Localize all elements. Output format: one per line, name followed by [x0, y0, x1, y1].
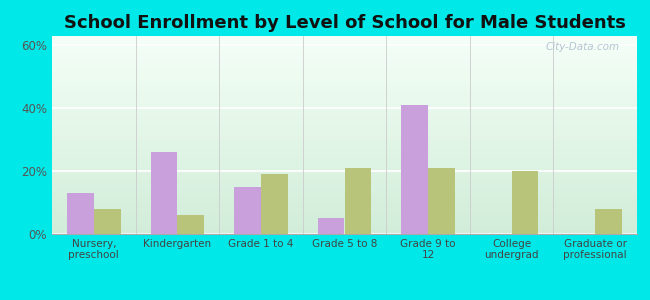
- Bar: [344, 168, 371, 234]
- Bar: [428, 168, 455, 234]
- Bar: [234, 187, 261, 234]
- Bar: [512, 171, 538, 234]
- Bar: [151, 152, 177, 234]
- Bar: [318, 218, 344, 234]
- Text: City-Data.com: City-Data.com: [545, 42, 619, 52]
- Bar: [177, 215, 204, 234]
- Bar: [94, 209, 120, 234]
- Title: School Enrollment by Level of School for Male Students: School Enrollment by Level of School for…: [64, 14, 625, 32]
- Bar: [261, 174, 288, 234]
- Bar: [595, 209, 622, 234]
- Bar: [67, 193, 94, 234]
- Bar: [401, 105, 428, 234]
